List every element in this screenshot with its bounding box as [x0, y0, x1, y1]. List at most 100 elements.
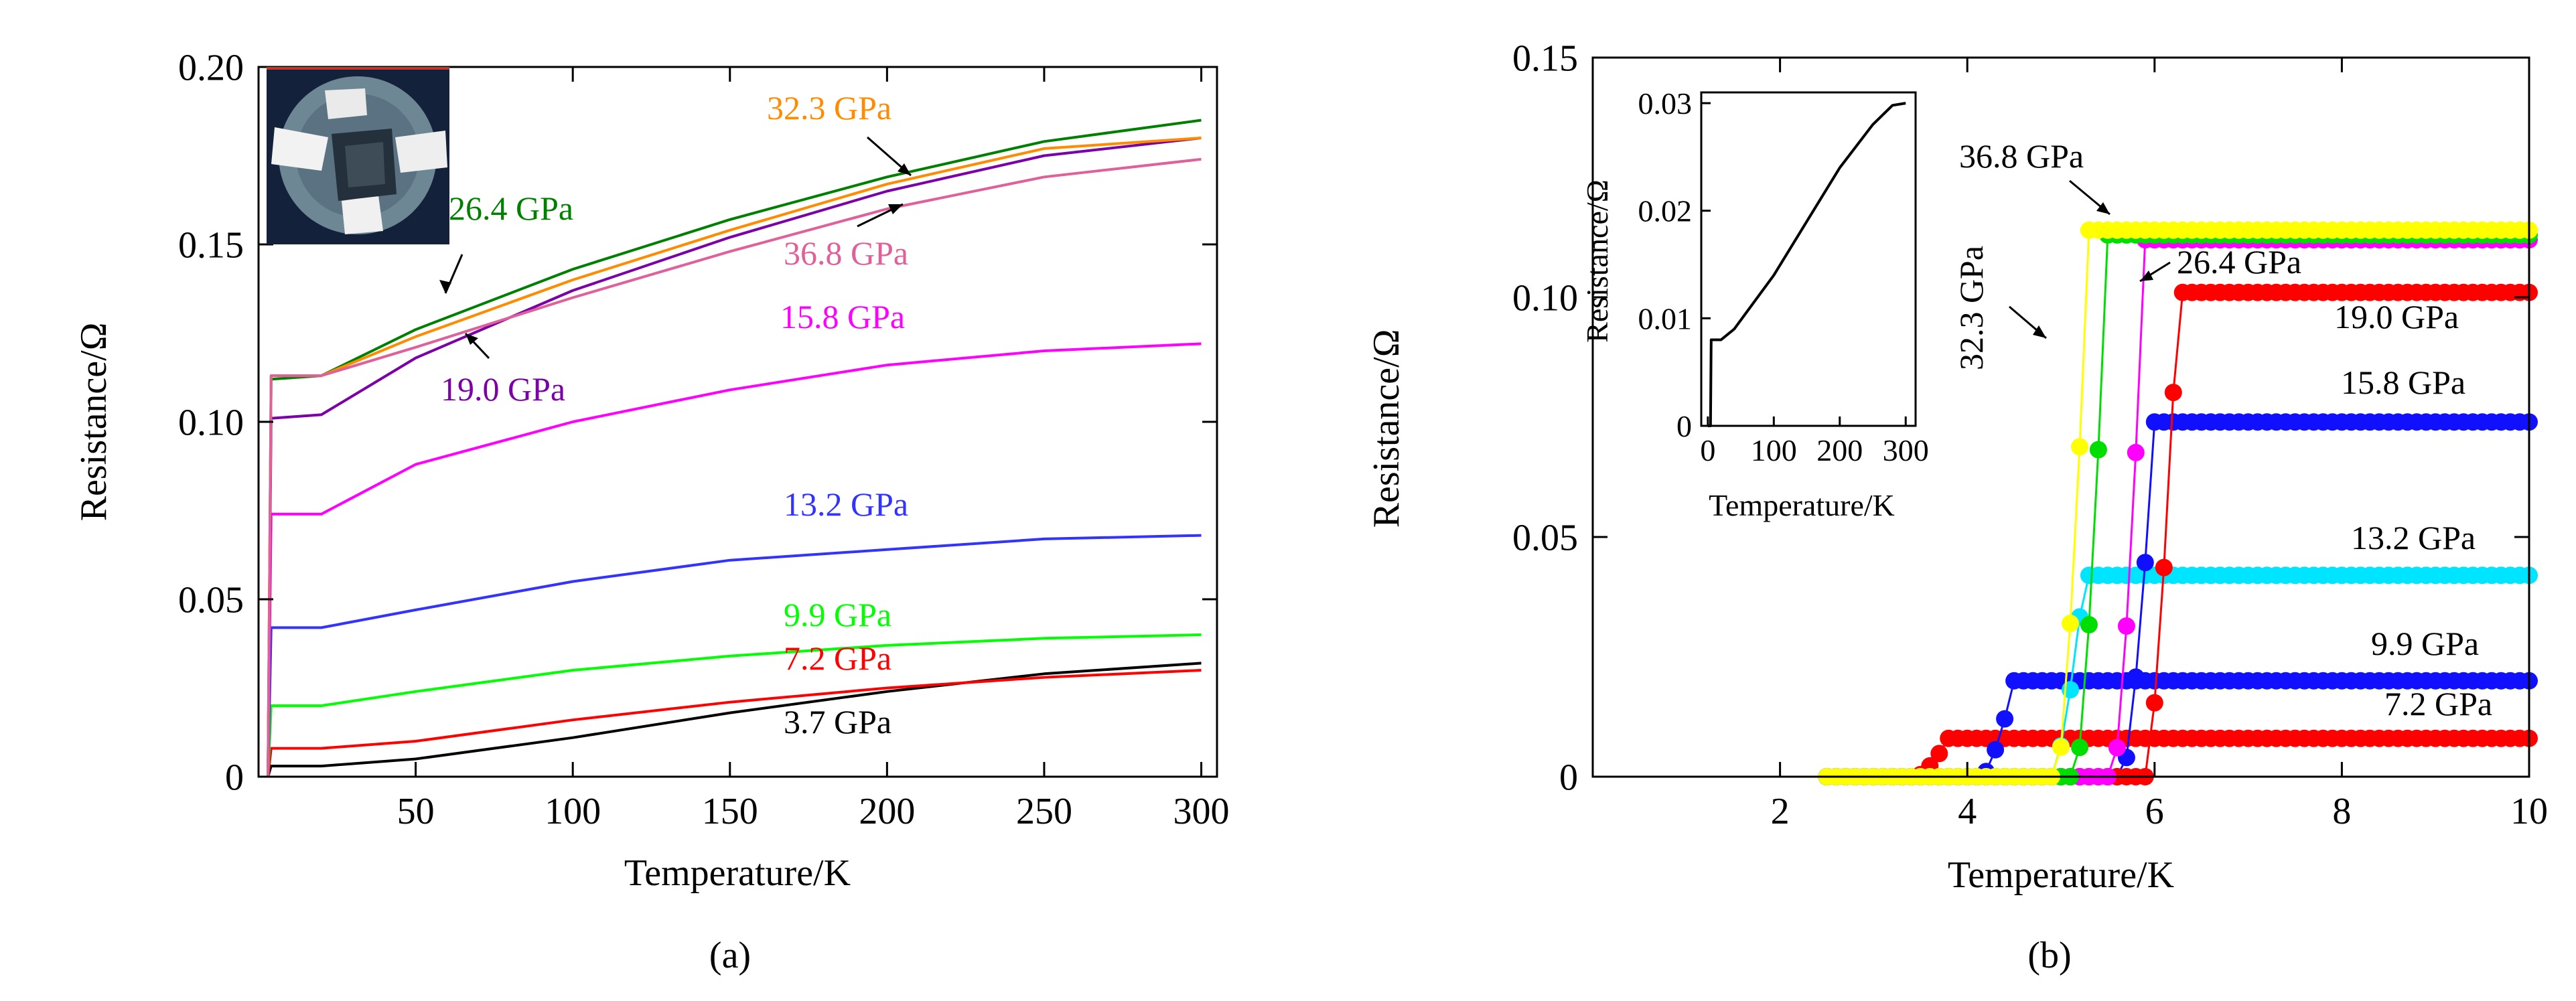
panel-b-point-36-8-gpa	[2052, 738, 2070, 756]
inset-y-tick-label-0-03: 0.03	[1638, 86, 1693, 121]
panel-a-caption: (a)	[709, 935, 751, 976]
arrowhead-36-8	[888, 204, 903, 214]
panel-b-y-tick-label-0-10: 0.10	[1512, 278, 1578, 319]
panel-a-x-tick-label-100: 100	[545, 791, 601, 832]
inset-x-tick-label-0: 0	[1700, 433, 1715, 467]
panel-b-y-tick-label-0-15: 0.15	[1512, 38, 1578, 80]
panel-b-y-tick-label-0: 0	[1559, 757, 1578, 799]
panel-b-point-36-8-gpa	[2071, 438, 2088, 456]
panel-b-point-15-8-gpa	[2127, 668, 2145, 686]
panel-a-y-tick-label-0-15: 0.15	[178, 225, 244, 266]
panel-b-frame	[1591, 56, 2530, 778]
panel-a-x-tick-label-250: 250	[1016, 791, 1072, 832]
panel-b-label-9-9-gpa: 9.9 GPa	[2371, 625, 2479, 662]
panel-a-label-7-2-gpa: 7.2 GPa	[784, 639, 891, 677]
inset-y-tick-label-0-02: 0.02	[1638, 194, 1693, 228]
panel-a-x-tick-label-200: 200	[859, 791, 915, 832]
panel-a-series-19-0-gpa	[267, 137, 1202, 777]
inset-background	[1701, 92, 1916, 426]
panel-a-label-9-9-gpa: 9.9 GPa	[784, 596, 891, 633]
panel-a-arrows	[439, 136, 912, 360]
arrowhead-36-8-b	[2096, 202, 2110, 214]
panel-a-curves	[267, 119, 1202, 777]
panel-b-point-7-2-gpa	[1930, 745, 1948, 763]
panel-b-series-15-8-gpa	[1818, 413, 2538, 785]
panel-b-point-32-3-gpa	[2071, 739, 2088, 757]
panel-a-series-7-2-gpa	[267, 669, 1202, 777]
panel-a-y-tick-label-0-20: 0.20	[178, 48, 244, 89]
inset-x-tick-label-100: 100	[1751, 433, 1797, 467]
panel-b-point-9-9-gpa	[1996, 710, 2014, 728]
panel-b-label-7-2-gpa: 7.2 GPa	[2384, 685, 2492, 722]
panel-a-label-3-7-gpa: 3.7 GPa	[784, 703, 891, 741]
panel-b-point-15-8-gpa	[2136, 554, 2154, 572]
panel-a-series-13-2-gpa	[267, 534, 1202, 777]
panel-b-point-26-4-gpa	[2108, 739, 2126, 757]
panel-a-y-ticks: 0 0.05 0.10 0.15 0.20	[178, 48, 1217, 799]
arrowhead-19-0	[466, 333, 478, 345]
panel-b-label-32-3-gpa: 32.3 GPa	[1952, 246, 1990, 370]
panel-b-curves	[1818, 221, 2538, 785]
panel-b-y-ticks: 0 0.05 0.10 0.15	[1512, 38, 2529, 799]
panel-a-y-tick-label-0-10: 0.10	[178, 402, 244, 444]
panel-b-point-19-0-gpa	[2145, 694, 2163, 712]
panel-a-label-26-4-gpa: 26.4 GPa	[449, 189, 573, 227]
inset-x-tick-label-200: 200	[1816, 433, 1863, 467]
panel-b-point-26-4-gpa	[2127, 443, 2145, 461]
panel-b-label-26-4-gpa: 26.4 GPa	[2177, 243, 2301, 281]
panel-b-point-32-3-gpa	[2080, 616, 2098, 633]
inset-x-tick-label-300: 300	[1883, 433, 1929, 467]
panel-b-caption: (b)	[2027, 935, 2071, 976]
panel-a-y-tick-label-0: 0	[225, 757, 244, 799]
panel-a-curve-labels: 3.7 GPa 7.2 GPa 9.9 GPa 13.2 GPa 15.8 GPa 19.…	[441, 89, 908, 741]
panel-a-x-tick-label-300: 300	[1173, 791, 1230, 832]
arrowhead-32-3-b	[2033, 325, 2046, 338]
inset-y-tick-label-0: 0	[1676, 409, 1692, 443]
panel-a-y-axis-label: Resistance/Ω	[73, 323, 115, 522]
panel-b-x-tick-label-8: 8	[2332, 791, 2351, 832]
panel-a-x-axis-label: Temperature/K	[624, 852, 851, 894]
arrowhead-26-4-b	[2140, 271, 2153, 281]
panel-a-label-36-8-gpa: 36.8 GPa	[784, 234, 908, 272]
panel-b-y-tick-label-0-05: 0.05	[1512, 518, 1578, 559]
inset-frame	[1700, 91, 1917, 427]
arrowhead-26-4	[439, 280, 451, 293]
panel-b-point-32-3-gpa	[2089, 441, 2107, 459]
panel-b-inset: 0 100 200 300 0 0.01 0.02 0.03 Temperature/K R…	[1580, 86, 1929, 522]
panel-a-series-26-4-gpa	[267, 119, 1202, 777]
panel-b-point-36-8-gpa	[2062, 615, 2079, 632]
panel-a-label-19-0-gpa: 19.0 GPa	[441, 370, 565, 408]
panel-a-series-9-9-gpa	[267, 633, 1202, 777]
panel-a: 3.7 GPa 7.2 GPa 9.9 GPa 13.2 GPa 15.8 GPa 19.…	[73, 48, 1230, 976]
panel-b-point-19-0-gpa	[2164, 384, 2182, 402]
arrowhead-32-3	[898, 163, 911, 175]
panel-b-x-tick-label-10: 10	[2510, 791, 2548, 832]
panel-b-point-26-4-gpa	[2117, 617, 2135, 635]
panel-b-line-15-8-gpa	[1827, 420, 2529, 778]
panel-a-label-32-3-gpa: 32.3 GPa	[767, 89, 891, 127]
panel-b-arrows	[2009, 179, 2171, 339]
panel-b-label-13-2-gpa: 13.2 GPa	[2351, 519, 2476, 556]
panel-a-label-15-8-gpa: 15.8 GPa	[780, 298, 905, 335]
panel-a-x-tick-label-50: 50	[397, 791, 435, 832]
panel-a-x-ticks: 50 100 150 200 250 300	[397, 67, 1230, 832]
panel-a-x-tick-label-150: 150	[702, 791, 758, 832]
panel-a-y-tick-label-0-05: 0.05	[178, 580, 244, 621]
inset-x-axis-label: Temperature/K	[1709, 488, 1895, 522]
panel-a-series-15-8-gpa	[267, 342, 1202, 777]
panel-b-point-9-9-gpa	[1987, 741, 2005, 759]
panel-b-x-tick-label-6: 6	[2145, 791, 2164, 832]
panel-b-label-15-8-gpa: 15.8 GPa	[2341, 364, 2465, 401]
panel-b-x-ticks: 2 4 6 8 10	[1771, 58, 2548, 832]
panel-b-x-tick-label-2: 2	[1771, 791, 1790, 832]
panel-a-series-36-8-gpa	[267, 157, 1202, 777]
inset-y-ticks: 0 0.01 0.02 0.03	[1638, 86, 1711, 443]
inset-y-tick-label-0-01: 0.01	[1638, 301, 1693, 335]
panel-b-x-axis-label: Temperature/K	[1948, 854, 2174, 896]
panel-b-label-19-0-gpa: 19.0 GPa	[2334, 298, 2459, 335]
panel-b-y-axis-label: Resistance/Ω	[1366, 329, 1407, 528]
sample-photo-inset	[267, 67, 449, 244]
panel-a-series-3-7-gpa	[267, 662, 1202, 777]
